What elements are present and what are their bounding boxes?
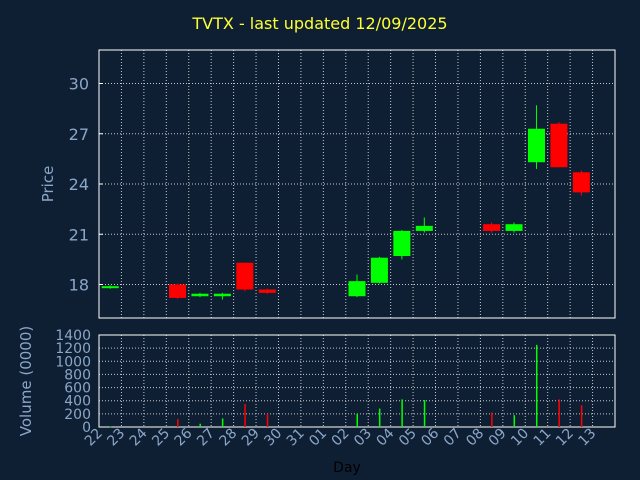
x-tick-label: 29 [239,426,263,450]
candle-body [348,281,366,297]
volume-axis-label: Volume (0000) [17,326,35,436]
candle-body [258,289,276,293]
x-tick-label: 12 [553,426,577,450]
x-tick-label: 28 [217,426,241,450]
price-tick-label: 27 [69,125,89,144]
candle-body [393,230,411,257]
volume-bar [266,413,269,427]
x-tick-label: 01 [306,426,330,450]
volume-tick-label: 0 [82,420,91,436]
candle-body [370,257,388,283]
x-tick-label: 10 [508,426,532,450]
candle-body [415,225,433,231]
x-tick-label: 23 [104,426,128,450]
candle-body [169,284,187,298]
volume-bar [535,344,538,427]
volume-tick-label: 1200 [55,341,91,357]
volume-bar [199,423,201,427]
volume-bar [177,419,179,427]
price-tick-label: 30 [69,75,89,94]
x-tick-label: 02 [329,426,353,450]
x-axis-label: Day [333,460,361,476]
price-tick-label: 18 [69,276,89,295]
volume-bar [378,408,381,427]
x-tick-label: 07 [441,426,465,450]
x-tick-label: 06 [418,425,442,449]
x-tick-label: 11 [531,426,555,450]
x-tick-label: 05 [396,426,420,450]
candle-body [483,224,501,231]
price-axis-label: Price [39,166,57,203]
x-tick-label: 03 [351,426,375,450]
candle-body [505,224,523,231]
x-tick-label: 08 [463,426,487,450]
x-tick-label: 25 [149,426,173,450]
volume-tick-label: 200 [64,407,91,423]
candle-body [236,262,254,290]
x-tick-label: 13 [575,426,599,450]
volume-bar [221,418,224,427]
x-tick-label: 09 [486,426,510,450]
candle-body [527,128,545,163]
volume-bar [580,405,583,427]
x-tick-label: 04 [374,425,398,449]
candle-body [572,172,590,193]
volume-tick-label: 600 [64,381,91,397]
candle-body [213,293,231,297]
volume-bar [491,412,493,427]
volume-bar [401,399,403,427]
volume-tick-label: 400 [64,394,91,410]
x-tick-label: 27 [194,426,218,450]
volume-bar [423,400,426,427]
volume-bar [558,399,560,427]
x-tick-label: 26 [172,425,196,449]
volume-tick-label: 800 [64,367,91,383]
candle-body [101,286,119,289]
price-tick-label: 21 [69,225,89,244]
chart-title: TVTX - last updated 12/09/2025 [192,14,448,33]
candle-body [550,123,568,168]
volume-tick-label: 1400 [55,328,91,344]
x-tick-label: 31 [284,426,308,450]
x-tick-label: 30 [261,426,285,450]
candle-body [191,293,209,297]
volume-plot-frame [98,334,616,428]
volume-bar [109,426,112,428]
volume-tick-label: 1000 [55,354,91,370]
volume-bar [513,415,516,427]
price-tick-label: 24 [69,175,89,194]
volume-bar [356,413,358,427]
x-tick-label: 24 [127,425,151,449]
volume-bar [244,404,246,427]
